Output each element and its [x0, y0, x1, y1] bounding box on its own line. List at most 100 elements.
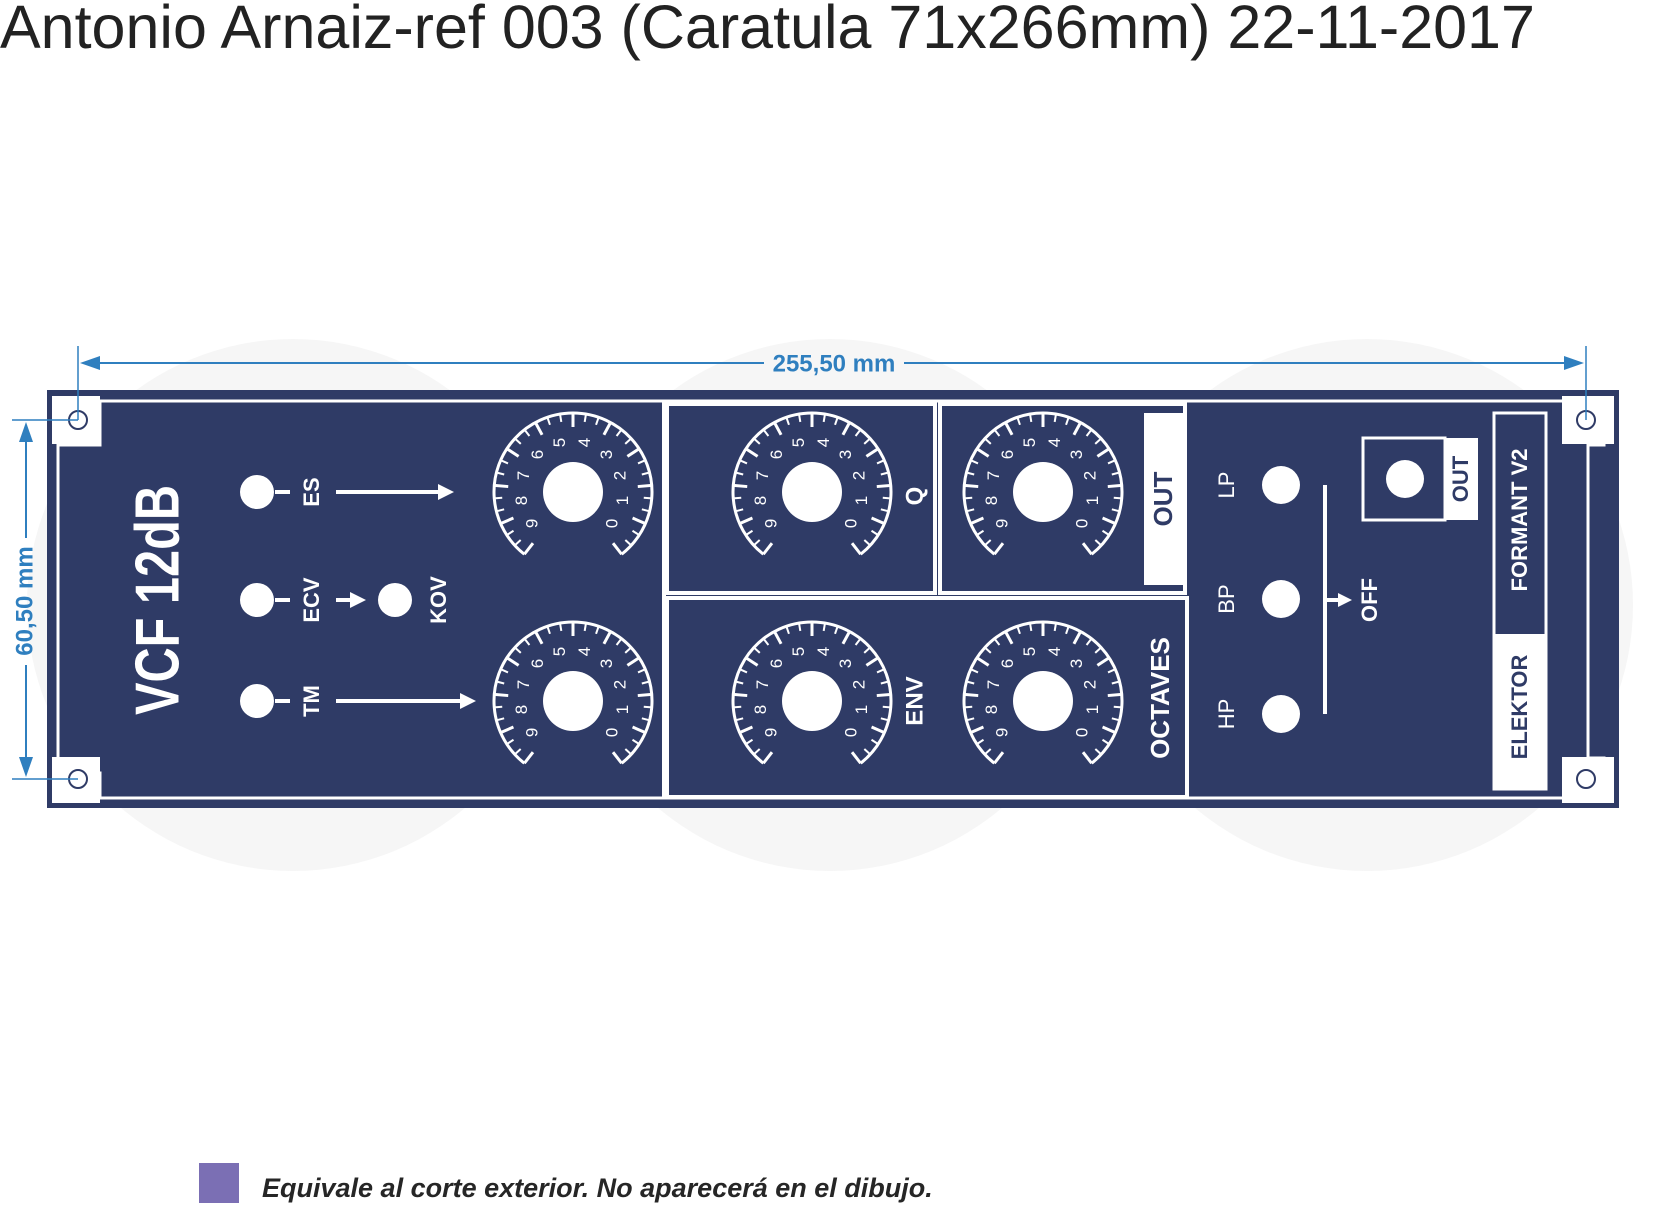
dial-number: 0 [842, 519, 861, 528]
dial-tick [624, 539, 632, 547]
dial-number: 9 [992, 519, 1011, 528]
knob-label-q: Q [901, 487, 928, 506]
knob-hole[interactable] [1013, 671, 1073, 731]
dial-tick [631, 529, 640, 536]
dial-tick [631, 516, 646, 526]
page-title: Antonio Arnaiz-ref 003 (Caratula 71x266m… [0, 0, 1535, 61]
dial-number: 1 [852, 496, 871, 505]
dial-number: 4 [575, 647, 594, 656]
dial-tick [583, 413, 587, 423]
dial-number: 5 [1020, 647, 1039, 656]
dial-number: 2 [1081, 680, 1100, 689]
dial-number: 3 [597, 659, 616, 668]
dial-number: 7 [514, 471, 533, 480]
knob-hole[interactable] [543, 462, 603, 522]
dial-number: 1 [613, 705, 632, 714]
jack-ecv-label: ECV [299, 577, 324, 623]
dial-tick [1053, 622, 1057, 632]
knob-hole[interactable] [1013, 462, 1073, 522]
jack-tm-label: TM [299, 685, 324, 717]
dial-tick [559, 413, 563, 423]
dial-tick [993, 638, 1001, 646]
dial-tick [733, 496, 742, 500]
dial-number: 0 [603, 728, 622, 737]
out-jack-label-strip [1445, 438, 1478, 520]
dial-tick [735, 508, 744, 513]
dial-tick [641, 508, 650, 513]
dial-tick [494, 692, 509, 698]
dial-tick [841, 421, 851, 436]
dial-tick [494, 496, 503, 500]
dial-tick [870, 738, 879, 745]
dial-tick [1101, 529, 1110, 536]
dial-tick [500, 459, 509, 465]
dial-tick [514, 748, 522, 756]
dial-tick [514, 646, 522, 654]
dial-tick [850, 542, 862, 556]
jack-ecv[interactable] [240, 583, 274, 617]
dial-tick [773, 421, 783, 436]
dial-tick [1101, 516, 1116, 526]
dial-tick [1113, 496, 1122, 500]
jack-es[interactable] [240, 475, 274, 509]
out-box-label: OUT [1148, 471, 1178, 526]
dial-number: 7 [984, 471, 1003, 480]
jack-tm[interactable] [240, 684, 274, 718]
filter-label-hp: HP [1214, 699, 1239, 730]
dim-arrow-icon [19, 757, 33, 777]
dial-tick [641, 471, 650, 476]
dial-tick [841, 630, 851, 645]
dial-tick [876, 483, 891, 489]
dial-number: 4 [814, 647, 833, 656]
dial-number: 5 [789, 438, 808, 447]
knob-hole[interactable] [782, 462, 842, 522]
dial-tick [865, 656, 879, 667]
dial-tick [850, 751, 862, 765]
dial-tick [984, 646, 992, 654]
dial-tick [876, 668, 885, 674]
filter-jack-hp[interactable] [1262, 695, 1300, 733]
dial-tick [976, 738, 985, 745]
knob-hole[interactable] [543, 671, 603, 731]
dial-tick [1111, 471, 1120, 476]
dial-tick [506, 447, 520, 458]
box-env-octaves [665, 596, 1189, 799]
dial-number: 2 [850, 471, 869, 480]
knob-hole[interactable] [782, 671, 842, 731]
dial-tick [624, 646, 632, 654]
dial-tick [496, 471, 505, 476]
dial-tick [1096, 447, 1110, 458]
dial-tick [1107, 668, 1116, 674]
out-jack[interactable] [1386, 460, 1424, 498]
dial-tick [1081, 751, 1093, 765]
dial-tick [546, 625, 551, 635]
dial-tick [964, 705, 973, 709]
dial-tick [798, 413, 802, 423]
dial-tick [624, 437, 632, 445]
dial-tick [615, 429, 623, 437]
dial-tick [882, 705, 891, 709]
dial-tick [1113, 705, 1122, 709]
dial-tick [643, 705, 652, 709]
filter-jack-bp[interactable] [1262, 580, 1300, 618]
dial-tick [1072, 421, 1082, 436]
dial-number: 8 [982, 496, 1001, 505]
dial-tick [993, 751, 1005, 765]
dial-number: 1 [613, 496, 632, 505]
dial-number: 2 [850, 680, 869, 689]
corner-plate [52, 757, 100, 803]
filter-jack-lp[interactable] [1262, 466, 1300, 504]
dial-tick [583, 622, 587, 632]
dial-tick [602, 421, 612, 436]
dial-tick [1111, 680, 1120, 685]
dial-number: 7 [984, 680, 1003, 689]
dial-tick [970, 725, 985, 735]
dial-tick [611, 751, 623, 765]
dial-tick [523, 638, 531, 646]
jack-kov[interactable] [378, 583, 412, 617]
dial-tick [1094, 539, 1102, 547]
dial-tick [496, 508, 505, 513]
